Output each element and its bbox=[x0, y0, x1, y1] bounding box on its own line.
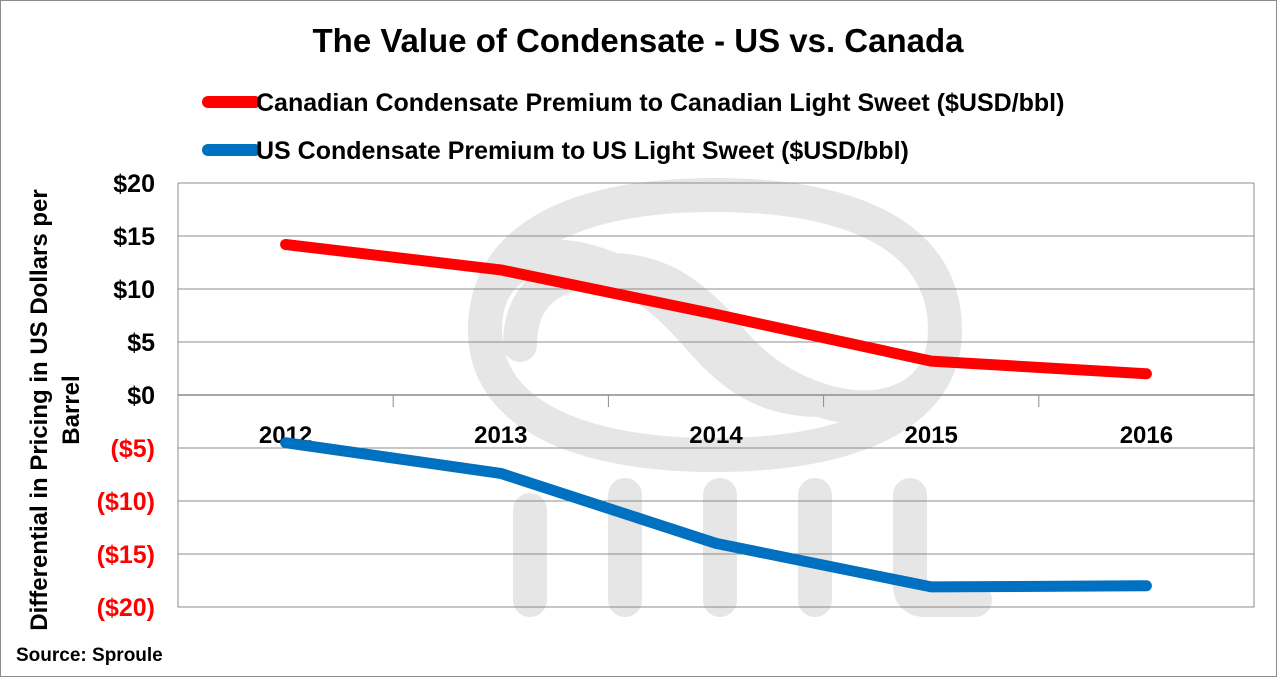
series-line-us bbox=[280, 437, 1152, 593]
watermark-logo-icon bbox=[467, 177, 992, 617]
x-tick-label: 2015 bbox=[905, 422, 958, 449]
y-tick-labels: $20 $15 $10 $5 $0 ($5) ($10) ($15) ($20) bbox=[97, 170, 155, 622]
x-axis bbox=[177, 394, 1255, 407]
y-axis-label-line-2: Barrel bbox=[58, 375, 85, 444]
y-tick-label: $10 bbox=[113, 276, 155, 304]
x-tick-labels: 2012 2013 2014 2015 2016 bbox=[259, 422, 1173, 449]
y-axis-label-line-1: Differential in Pricing in US Dollars pe… bbox=[26, 189, 53, 630]
legend-label-us: US Condensate Premium to US Light Sweet … bbox=[256, 137, 909, 165]
y-tick-label: ($5) bbox=[111, 435, 155, 463]
series-line-canadian bbox=[280, 239, 1152, 380]
x-tick-label: 2014 bbox=[689, 422, 743, 449]
y-tick-label: $15 bbox=[113, 223, 155, 251]
series-lines bbox=[280, 239, 1152, 593]
x-tick-label: 2016 bbox=[1120, 422, 1173, 449]
y-tick-label: ($20) bbox=[97, 594, 155, 622]
legend: Canadian Condensate Premium to Canadian … bbox=[202, 89, 1064, 165]
y-tick-label: ($10) bbox=[97, 488, 155, 516]
source-note: Source: Sproule bbox=[16, 645, 163, 666]
y-tick-label: ($15) bbox=[97, 541, 155, 569]
chart-title: The Value of Condensate - US vs. Canada bbox=[313, 22, 965, 59]
x-tick-label: 2013 bbox=[474, 422, 527, 449]
legend-label-canadian: Canadian Condensate Premium to Canadian … bbox=[256, 89, 1064, 117]
y-tick-label: $20 bbox=[113, 170, 155, 198]
y-tick-label: $5 bbox=[127, 329, 155, 357]
y-tick-label: $0 bbox=[127, 382, 155, 410]
gridlines bbox=[177, 182, 1255, 608]
